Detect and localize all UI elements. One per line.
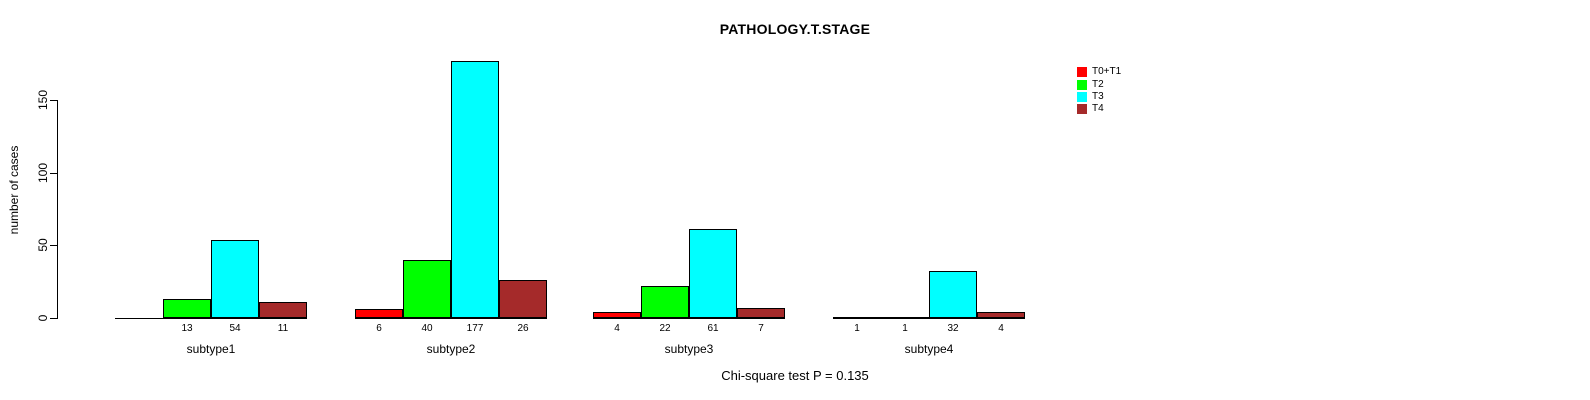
legend-swatch-T0+T1 xyxy=(1077,67,1087,78)
y-axis-tick xyxy=(50,100,57,101)
bar-subtype2-T4 xyxy=(499,280,547,318)
group-baseline xyxy=(355,318,547,319)
category-label: subtype4 xyxy=(904,342,954,356)
y-axis-line xyxy=(57,100,58,319)
bar-subtype1-T2 xyxy=(163,299,211,318)
group-baseline xyxy=(833,318,1025,319)
bar-value-label: 54 xyxy=(229,323,241,334)
y-axis-label: number of cases xyxy=(7,145,21,235)
bar-value-label: 4 xyxy=(614,323,620,334)
legend-item: T3 xyxy=(1077,91,1121,103)
bar-subtype4-T2 xyxy=(881,317,929,319)
legend-swatch-T3 xyxy=(1077,91,1087,102)
y-axis-tick-label: 0 xyxy=(36,314,50,322)
category-label: subtype3 xyxy=(664,342,714,356)
legend: T0+T1 T2 T3 T4 xyxy=(1077,66,1121,116)
bar-value-label: 1 xyxy=(854,323,860,334)
y-axis-tick xyxy=(50,318,57,319)
bar-value-label: 13 xyxy=(181,323,193,334)
bar-value-label: 61 xyxy=(707,323,719,334)
legend-label: T2 xyxy=(1092,78,1104,90)
y-axis-tick-label: 150 xyxy=(36,89,50,111)
bar-value-label: 1 xyxy=(902,323,908,334)
group-baseline xyxy=(115,318,307,319)
bar-subtype3-T3 xyxy=(689,229,737,318)
legend-item: T0+T1 xyxy=(1077,66,1121,78)
bar-value-label: 11 xyxy=(277,323,289,334)
y-axis-tick xyxy=(50,173,57,174)
bar-value-label: 26 xyxy=(517,323,529,334)
bar-subtype3-T4 xyxy=(737,308,785,318)
bar-subtype2-T0+T1 xyxy=(355,309,403,318)
chi-square-note: Chi-square test P = 0.135 xyxy=(721,368,869,383)
y-axis-tick-label: 50 xyxy=(36,238,50,252)
legend-item: T2 xyxy=(1077,78,1121,90)
bar-subtype4-T0+T1 xyxy=(833,317,881,319)
bar-subtype2-T3 xyxy=(451,61,499,318)
bar-subtype1-T3 xyxy=(211,240,259,318)
legend-label: T4 xyxy=(1092,103,1104,115)
bar-subtype4-T4 xyxy=(977,312,1025,318)
y-axis-tick-label: 100 xyxy=(36,162,50,184)
bar-value-label: 177 xyxy=(466,323,484,334)
legend-item: T4 xyxy=(1077,103,1121,115)
bar-subtype4-T3 xyxy=(929,271,977,318)
legend-label: T3 xyxy=(1092,90,1104,102)
legend-swatch-T4 xyxy=(1077,104,1087,115)
bar-value-label: 32 xyxy=(947,323,959,334)
bar-value-label: 6 xyxy=(376,323,382,334)
legend-label: T0+T1 xyxy=(1092,66,1122,78)
y-axis-tick xyxy=(50,245,57,246)
legend-swatch-T2 xyxy=(1077,79,1087,90)
bar-subtype3-T0+T1 xyxy=(593,312,641,318)
bar-subtype1-T4 xyxy=(259,302,307,318)
bar-subtype3-T2 xyxy=(641,286,689,318)
bar-value-label: 22 xyxy=(659,323,671,334)
bar-value-label: 40 xyxy=(421,323,433,334)
category-label: subtype1 xyxy=(186,342,236,356)
bar-value-label: 7 xyxy=(758,323,764,334)
bar-subtype2-T2 xyxy=(403,260,451,318)
group-baseline xyxy=(593,318,785,319)
bar-value-label: 4 xyxy=(998,323,1004,334)
chart-title: PATHOLOGY.T.STAGE xyxy=(719,21,871,37)
category-label: subtype2 xyxy=(426,342,476,356)
